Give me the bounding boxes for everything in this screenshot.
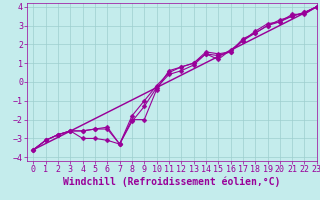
X-axis label: Windchill (Refroidissement éolien,°C): Windchill (Refroidissement éolien,°C) xyxy=(63,177,281,187)
